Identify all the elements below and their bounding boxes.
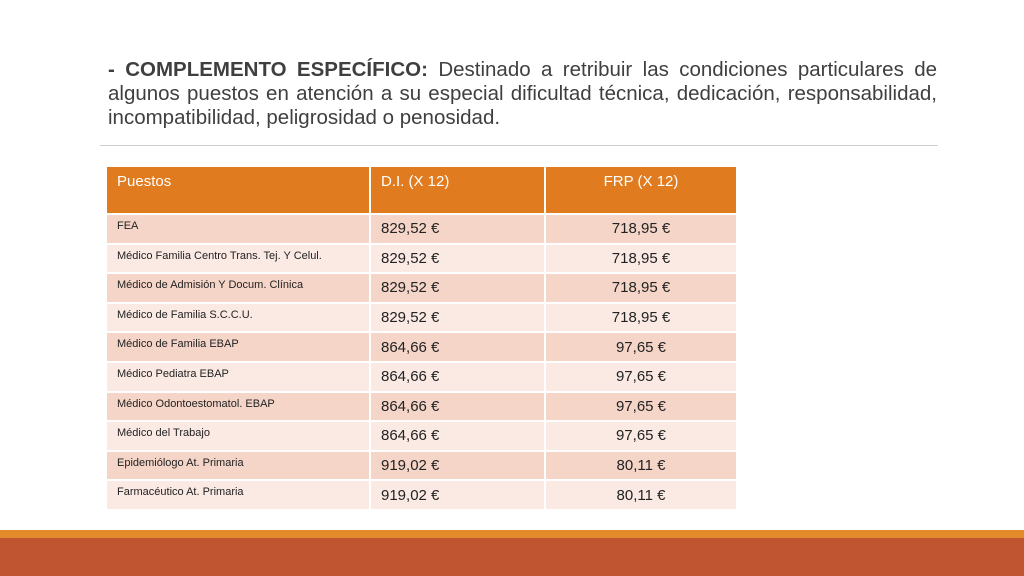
table-row: Médico Odontoestomatol. EBAP 864,66 € 97…	[105, 390, 738, 423]
cell-puesto: Médico Odontoestomatol. EBAP	[105, 390, 371, 423]
table-row: Médico de Admisión Y Docum. Clínica 829,…	[105, 272, 738, 304]
cell-di: 919,02 €	[369, 449, 546, 482]
intro-body: Destinado a retribuir las condiciones pa…	[108, 58, 938, 129]
header-puestos: Puestos	[105, 165, 371, 215]
divider-line	[100, 145, 938, 146]
cell-frp: 97,65 €	[544, 360, 738, 393]
cell-di: 864,66 €	[369, 390, 546, 423]
cell-di: 864,66 €	[369, 420, 546, 452]
table-row: Médico de Familia EBAP 864,66 € 97,65 €	[105, 331, 738, 363]
cell-puesto: Médico de Admisión Y Docum. Clínica	[105, 272, 371, 304]
cell-puesto: Epidemiólogo At. Primaria	[105, 449, 371, 482]
cell-di: 864,66 €	[369, 360, 546, 393]
cell-di: 829,52 €	[369, 272, 546, 304]
cell-frp: 718,95 €	[544, 242, 738, 275]
table-row: FEA 829,52 € 718,95 €	[105, 213, 738, 245]
cell-frp: 97,65 €	[544, 390, 738, 423]
table-row: Farmacéutico At. Primaria 919,02 € 80,11…	[105, 479, 738, 511]
cell-puesto: Médico de Familia EBAP	[105, 331, 371, 363]
cell-frp: 97,65 €	[544, 331, 738, 363]
intro-paragraph: - COMPLEMENTO ESPECÍFICO: Destinado a re…	[108, 58, 937, 130]
cell-puesto: Médico Pediatra EBAP	[105, 360, 371, 393]
intro-lead: - COMPLEMENTO ESPECÍFICO:	[108, 58, 428, 81]
cell-frp: 718,95 €	[544, 301, 738, 334]
footer-accent-stripe	[0, 530, 1024, 538]
cell-di: 829,52 €	[369, 301, 546, 334]
header-frp: FRP (X 12)	[544, 165, 738, 215]
cell-puesto: Médico Familia Centro Trans. Tej. Y Celu…	[105, 242, 371, 275]
complemento-table: Puestos D.I. (X 12) FRP (X 12) FEA 829,5…	[105, 165, 738, 511]
cell-di: 919,02 €	[369, 479, 546, 511]
cell-frp: 80,11 €	[544, 479, 738, 511]
table-header-row: Puestos D.I. (X 12) FRP (X 12)	[105, 165, 738, 215]
cell-puesto: Médico del Trabajo	[105, 420, 371, 452]
cell-frp: 97,65 €	[544, 420, 738, 452]
table-row: Médico de Familia S.C.C.U. 829,52 € 718,…	[105, 301, 738, 334]
cell-frp: 718,95 €	[544, 272, 738, 304]
cell-frp: 80,11 €	[544, 449, 738, 482]
header-di: D.I. (X 12)	[369, 165, 546, 215]
table-row: Médico del Trabajo 864,66 € 97,65 €	[105, 420, 738, 452]
cell-di: 829,52 €	[369, 242, 546, 275]
cell-puesto: Farmacéutico At. Primaria	[105, 479, 371, 511]
cell-di: 864,66 €	[369, 331, 546, 363]
table-row: Médico Familia Centro Trans. Tej. Y Celu…	[105, 242, 738, 275]
cell-frp: 718,95 €	[544, 213, 738, 245]
table-row: Médico Pediatra EBAP 864,66 € 97,65 €	[105, 360, 738, 393]
cell-di: 829,52 €	[369, 213, 546, 245]
table-row: Epidemiólogo At. Primaria 919,02 € 80,11…	[105, 449, 738, 482]
cell-puesto: Médico de Familia S.C.C.U.	[105, 301, 371, 334]
cell-puesto: FEA	[105, 213, 371, 245]
footer-band	[0, 538, 1024, 576]
